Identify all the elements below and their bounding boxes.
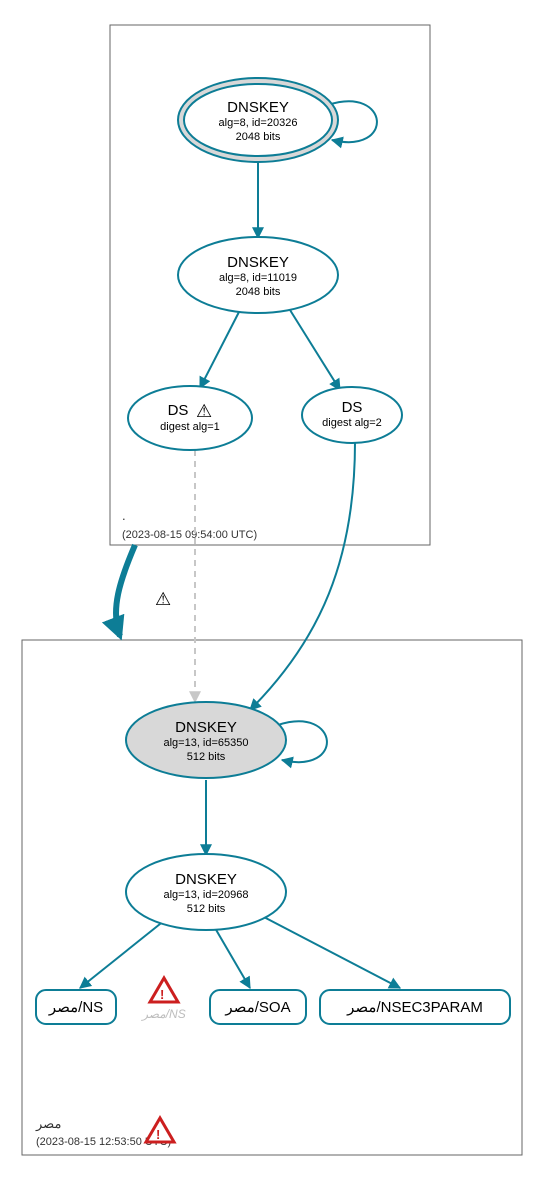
node-ksk-root-line3: 2048 bits	[236, 131, 281, 143]
edge-zskchild-nsec3	[260, 915, 400, 988]
node-zsk-child-title: DNSKEY	[175, 871, 237, 888]
node-ds1	[128, 386, 252, 450]
warning-icon-ds1: ⚠	[196, 401, 212, 421]
edge-delegation-thick	[116, 545, 135, 636]
node-zsk-root-title: DNSKEY	[227, 254, 289, 271]
node-ksk-child-line3: 512 bits	[187, 751, 226, 763]
node-ds2-line2: digest alg=2	[322, 417, 382, 429]
svg-text:!: !	[160, 987, 164, 1002]
node-zsk-root-line3: 2048 bits	[236, 286, 281, 298]
node-ksk-child-line2: alg=13, id=65350	[163, 737, 248, 749]
node-rr-ns-faded: مصر/NS	[140, 1007, 185, 1021]
node-zsk-root-line2: alg=8, id=11019	[219, 272, 297, 284]
zone-root-timestamp: (2023-08-15 09:54:00 UTC)	[122, 529, 257, 541]
node-rr-nsec3-label: مصر/NSEC3PARAM	[346, 999, 483, 1016]
edge-zskroot-ds2	[290, 310, 340, 390]
edge-ds2-kskchild	[250, 442, 355, 710]
node-ds1-line2: digest alg=1	[160, 421, 220, 433]
node-ksk-child-title: DNSKEY	[175, 719, 237, 736]
edge-zskchild-soa	[215, 928, 250, 988]
warning-icon-zone-red: !	[146, 1118, 174, 1142]
edge-zskroot-ds1	[200, 310, 240, 388]
node-ds1-title: DS	[168, 402, 189, 419]
warning-icon-delegation: ⚠	[155, 589, 171, 609]
svg-text:!: !	[156, 1127, 160, 1142]
node-rr-soa-label: مصر/SOA	[224, 999, 290, 1016]
node-ksk-root-title: DNSKEY	[227, 99, 289, 116]
zone-root-label: .	[122, 508, 126, 523]
edge-zskchild-ns	[80, 920, 165, 988]
node-zsk-child-line2: alg=13, id=20968	[163, 889, 248, 901]
warning-icon-ns-red: !	[150, 978, 178, 1002]
node-ksk-root-line2: alg=8, id=20326	[219, 117, 298, 129]
node-zsk-child-line3: 512 bits	[187, 903, 226, 915]
node-ds2-title: DS	[342, 399, 363, 416]
zone-child-label: مصر	[35, 1116, 61, 1132]
node-rr-ns-label: مصر/NS	[48, 999, 103, 1016]
